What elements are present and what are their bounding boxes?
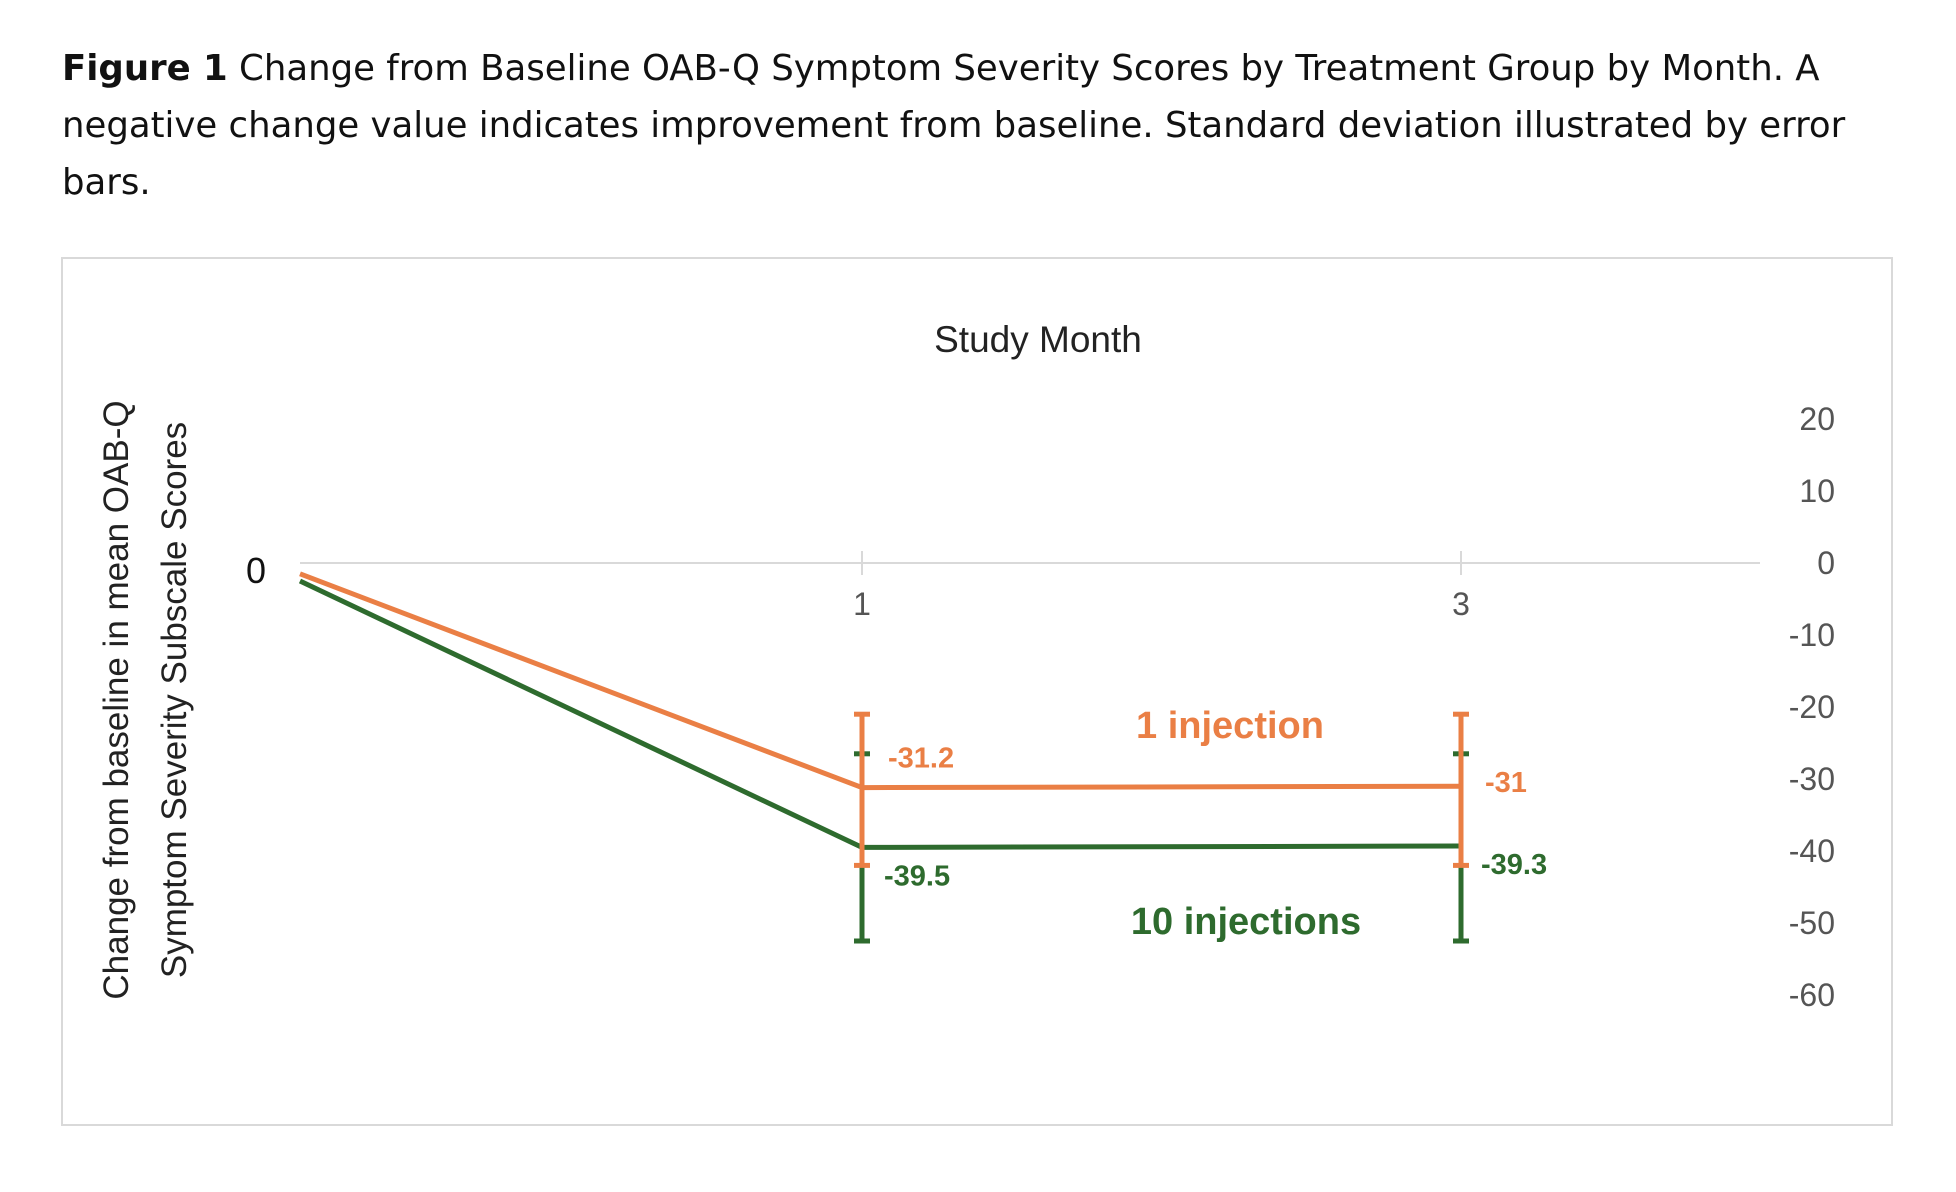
y-tick-label: -50	[1789, 905, 1835, 941]
x-tick-label: 0	[246, 550, 266, 591]
series-label: 1 injection	[1136, 705, 1324, 747]
chart-frame	[61, 257, 1893, 1126]
y-tick-label: 20	[1799, 401, 1835, 437]
figure-caption: Figure 1 Change from Baseline OAB-Q Symp…	[62, 40, 1892, 211]
chart-title: Study Month	[934, 319, 1142, 360]
y-axis-title-line-1: Change from baseline in mean OAB-Q	[97, 400, 136, 999]
x-tick-label: 1	[853, 586, 871, 622]
y-axis: 20 10 0 -10 -20 -30 -40 -50 -60	[1789, 401, 1835, 1013]
series-label: 10 injections	[1131, 901, 1361, 943]
data-label: -31	[1485, 767, 1527, 799]
series-line	[299, 571, 1462, 791]
y-tick-label: -60	[1789, 977, 1835, 1013]
y-tick-label: -10	[1789, 617, 1835, 653]
y-tick-label: -40	[1789, 833, 1835, 869]
y-tick-label: -20	[1789, 689, 1835, 725]
y-axis-title: Change from baseline in mean OAB-Q Sympt…	[97, 400, 194, 999]
x-tick-label: 3	[1452, 586, 1470, 622]
y-tick-label: 0	[1817, 545, 1835, 581]
y-tick-label: 10	[1799, 473, 1835, 509]
data-label: -39.3	[1481, 849, 1547, 881]
figure-caption-text: Change from Baseline OAB-Q Symptom Sever…	[62, 48, 1846, 203]
series-layer: -39.5 -39.3 -31.2 -31	[298, 571, 1547, 944]
series-1-injection: -31.2 -31	[299, 571, 1527, 868]
series-labels: 1 injection 10 injections	[1131, 705, 1361, 943]
y-tick-label: -30	[1789, 761, 1835, 797]
y-axis-title-line-2: Symptom Severity Subscale Scores	[155, 422, 194, 978]
figure-label: Figure 1	[62, 48, 228, 89]
x-axis: 0 1 3	[246, 550, 1760, 622]
data-label: -31.2	[888, 743, 954, 775]
data-label: -39.5	[884, 860, 950, 892]
